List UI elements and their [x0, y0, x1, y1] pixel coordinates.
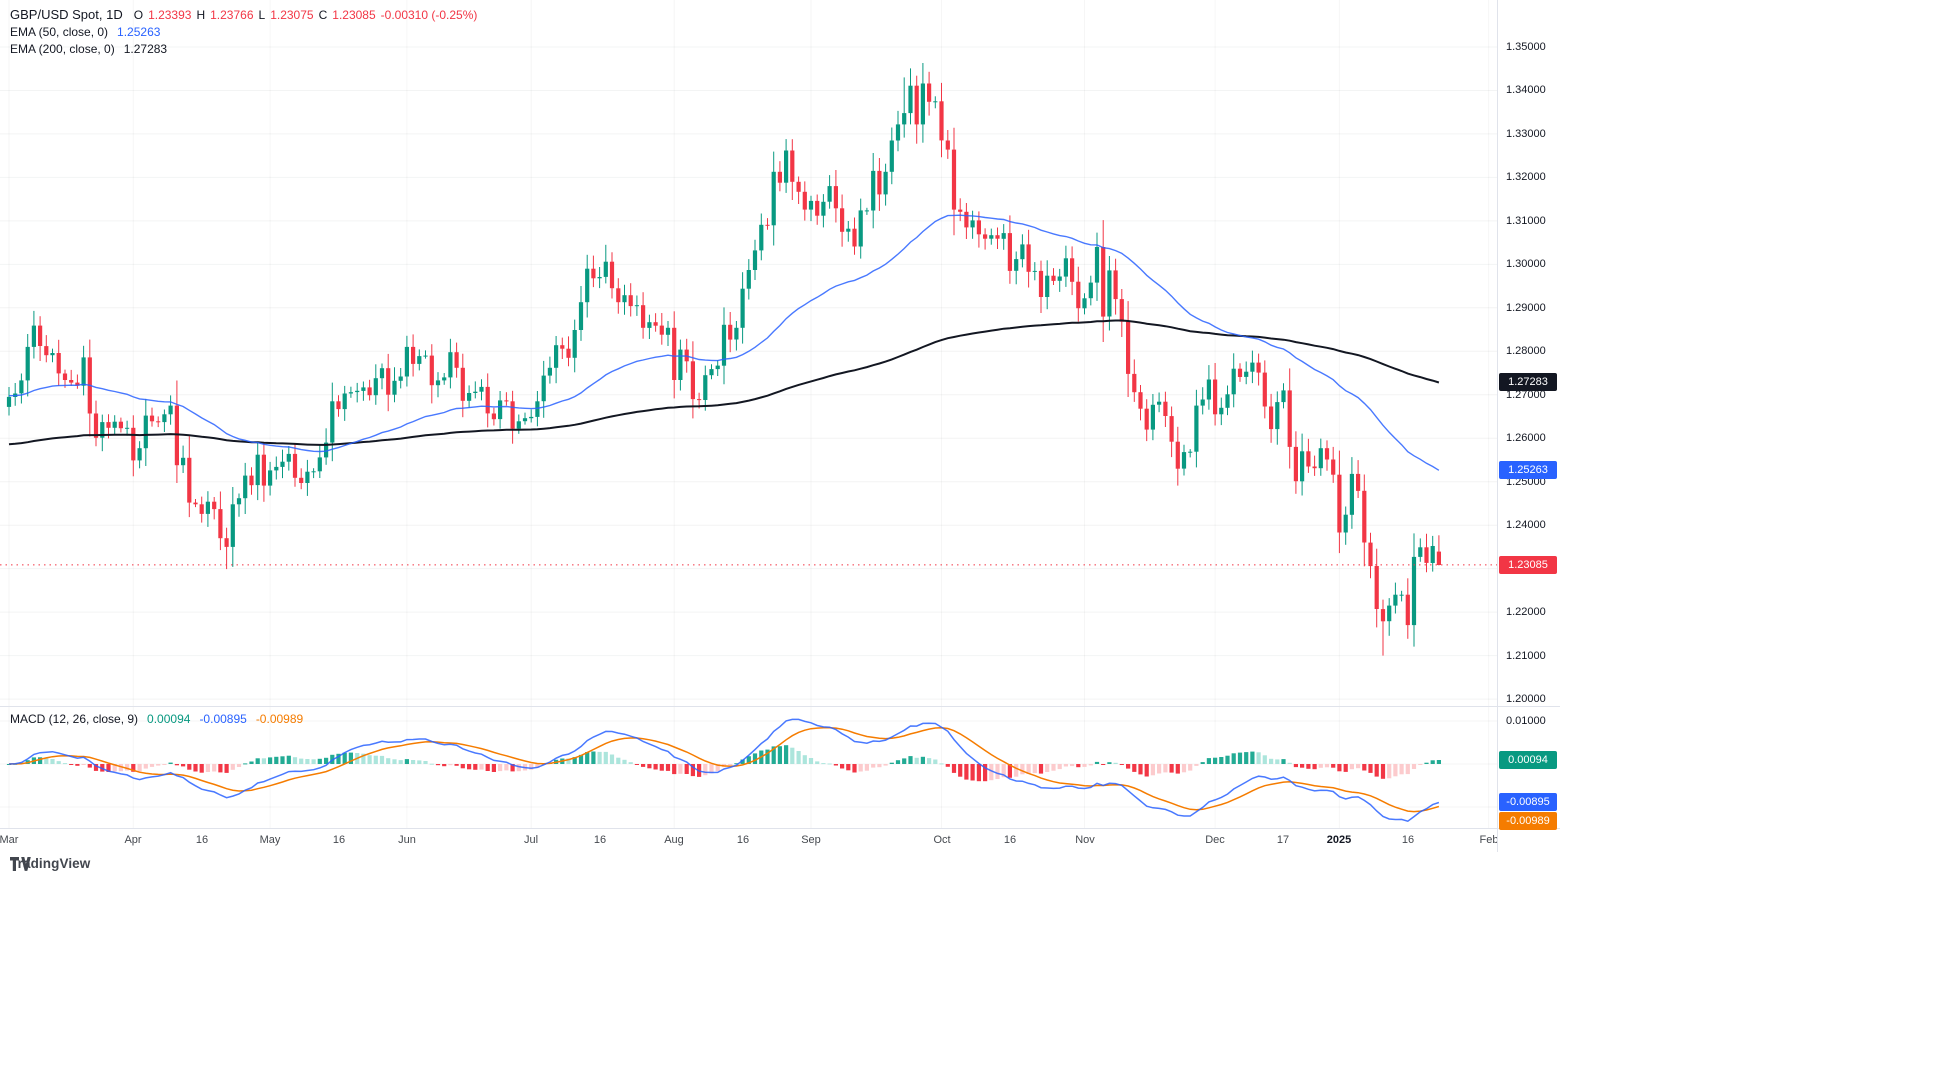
price-chart-canvas[interactable] — [0, 0, 1560, 706]
last-price-badge: 1.23085 — [1499, 556, 1557, 574]
open-value: 1.23393 — [148, 8, 192, 22]
close-label: C — [318, 8, 328, 22]
price-tick-label: 1.28000 — [1506, 345, 1546, 357]
price-tick-label: 1.33000 — [1506, 128, 1546, 140]
time-axis-label: Mar — [0, 834, 19, 846]
ema200-price-badge: 1.27283 — [1499, 373, 1557, 391]
price-tick-label: 1.20000 — [1506, 693, 1546, 705]
price-tick-label: 1.34000 — [1506, 84, 1546, 96]
macd-legend: MACD (12, 26, close, 9) 0.00094 -0.00895… — [10, 712, 303, 729]
time-axis[interactable]: Mar Apr 16 May 16 Jun Jul 16 Aug 16 Sep Oct 16 Nov Dec… — [0, 828, 1497, 852]
macd-legend-row[interactable]: MACD (12, 26, close, 9) 0.00094 -0.00895… — [10, 712, 303, 726]
low-value: 1.23075 — [270, 8, 314, 22]
ema50-value: 1.25263 — [117, 25, 161, 39]
close-value: 1.23085 — [332, 8, 376, 22]
macd-hist-value: 0.00094 — [147, 712, 191, 726]
time-axis-label: 16 — [1003, 834, 1017, 846]
price-tick-label: 1.31000 — [1506, 215, 1546, 227]
time-axis-label: Feb — [1479, 834, 1497, 846]
ema50-price-badge: 1.25263 — [1499, 461, 1557, 479]
price-tick-label: 1.25000 — [1506, 476, 1546, 488]
price-tick-label: 1.30000 — [1506, 258, 1546, 270]
time-axis-label: 16 — [593, 834, 607, 846]
time-axis-label: 16 — [195, 834, 209, 846]
price-tick-label: 1.35000 — [1506, 41, 1546, 53]
price-tick-label: 1.27000 — [1506, 389, 1546, 401]
macd-label: MACD (12, 26, close, 9) — [10, 712, 139, 726]
ema200-label: EMA (200, close, 0) — [10, 42, 115, 56]
ema200-value: 1.27283 — [123, 42, 168, 56]
change-value: -0.00310 (-0.25%) — [380, 8, 478, 22]
price-tick-label: 1.21000 — [1506, 650, 1546, 662]
macd-line-value: -0.00895 — [199, 712, 247, 726]
time-axis-label: Apr — [124, 834, 142, 846]
tradingview-logo[interactable]: TradingView — [10, 856, 90, 871]
brand-name: TradingView — [10, 856, 91, 871]
time-axis-separator — [0, 828, 1560, 829]
time-axis-label: Sep — [801, 834, 821, 846]
macd-signal-badge: -0.00989 — [1499, 812, 1557, 830]
main-legend: GBP/USD Spot, 1D O 1.23393 H 1.23766 L 1.23… — [10, 7, 477, 59]
high-value: 1.23766 — [210, 8, 254, 22]
time-axis-label: Dec — [1205, 834, 1225, 846]
pane-separator[interactable] — [0, 706, 1560, 707]
macd-hist-badge: 0.00094 — [1499, 751, 1557, 769]
ema200-line[interactable] — [8, 319, 1440, 446]
macd-signal-value: -0.00989 — [255, 712, 304, 726]
macd-line-badge: -0.00895 — [1499, 793, 1557, 811]
macd-chart-canvas[interactable] — [0, 707, 1560, 828]
macd-line[interactable] — [8, 718, 1440, 823]
price-gridlines — [0, 46, 1497, 700]
price-tick-label: 1.22000 — [1506, 606, 1546, 618]
time-axis-label: 16 — [332, 834, 346, 846]
ema200-legend-row[interactable]: EMA (200, close, 0) 1.27283 — [10, 42, 477, 56]
time-axis-label: Aug — [664, 834, 684, 846]
price-tick-label: 1.26000 — [1506, 432, 1546, 444]
ema50-legend-row[interactable]: EMA (50, close, 0) 1.25263 — [10, 25, 477, 39]
time-axis-label: 2025 — [1326, 834, 1352, 846]
ema50-label: EMA (50, close, 0) — [10, 25, 109, 39]
tradingview-glyph-icon — [10, 856, 31, 871]
price-tick-label: 1.32000 — [1506, 171, 1546, 183]
macd-tick-label: 0.01000 — [1506, 715, 1546, 727]
low-label: L — [258, 8, 266, 22]
price-axis-separator — [1497, 0, 1498, 852]
open-label: O — [133, 8, 144, 22]
time-axis-label: Oct — [933, 834, 951, 846]
price-tick-label: 1.24000 — [1506, 519, 1546, 531]
candles-series — [6, 63, 1441, 656]
symbol-legend-row[interactable]: GBP/USD Spot, 1D O 1.23393 H 1.23766 L 1.23… — [10, 7, 477, 22]
high-label: H — [196, 8, 206, 22]
time-axis-label: 16 — [1401, 834, 1415, 846]
ema50-line[interactable] — [8, 214, 1440, 471]
time-axis-label: 16 — [736, 834, 750, 846]
macd-histogram — [6, 745, 1441, 782]
time-axis-label: Nov — [1075, 834, 1095, 846]
time-axis-label: Jun — [398, 834, 416, 846]
time-axis-label: 17 — [1276, 834, 1290, 846]
time-axis-label: Jul — [523, 834, 539, 846]
price-tick-label: 1.29000 — [1506, 302, 1546, 314]
time-axis-label: May — [259, 834, 281, 846]
symbol-title[interactable]: GBP/USD Spot, 1D — [10, 7, 123, 22]
